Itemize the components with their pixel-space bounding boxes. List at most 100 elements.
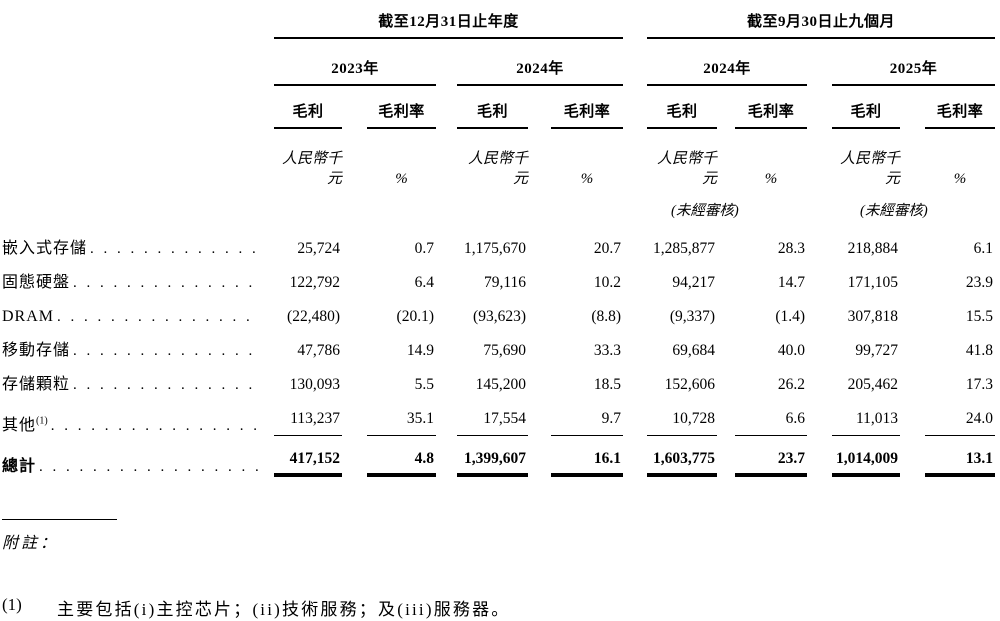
cell-value: (8.8)	[591, 308, 622, 325]
row-label: 嵌入式存儲	[2, 240, 88, 257]
cell-value: 11,013	[855, 410, 899, 427]
cell-value: 6.6	[785, 410, 806, 427]
unaudited-label: (未經審核)	[671, 203, 739, 219]
total-value: 1,399,607	[464, 450, 526, 467]
dot-leader: . . . . . . . . . . . . . . . . . . . . …	[50, 418, 258, 434]
dot-leader: . . . . . . . . . . . . . . . . . . . . …	[73, 275, 258, 291]
dot-leader: . . . . . . . . . . . . . . . . . . . . …	[90, 241, 258, 257]
year-header-2024-9m: 2024年	[647, 59, 808, 86]
cell-value: 25,724	[297, 240, 340, 257]
double-rule	[457, 473, 528, 477]
cell-value: 99,727	[855, 342, 899, 359]
cell-value: 152,606	[664, 376, 716, 393]
cell-value: 5.5	[414, 376, 434, 393]
row-label: 移動存儲	[2, 342, 71, 359]
cell-value: 28.3	[777, 240, 806, 257]
cell-value: 1,175,670	[464, 240, 526, 257]
cell-value: 94,217	[672, 274, 716, 291]
double-rule	[274, 473, 342, 477]
footnote-marker: (1)	[2, 595, 22, 614]
table-row: 移動存儲. . . . . . . . . . . . . . . . . . …	[2, 327, 995, 361]
notes-heading: 附註：	[2, 535, 60, 552]
footnote-ref: (1)	[36, 416, 48, 427]
cell-value: 79,116	[483, 274, 526, 291]
table-row: 存儲顆粒. . . . . . . . . . . . . . . . . . …	[2, 361, 995, 395]
unit-label-currency: 人民幣千元	[281, 151, 342, 187]
double-rule	[925, 473, 996, 477]
period-group-header-fy: 截至12月31日止年度	[274, 12, 624, 39]
unit-label-currency: 人民幣千元	[657, 151, 718, 187]
cell-value: 14.9	[406, 342, 434, 359]
unaudited-row: (未經審核) (未經審核)	[2, 189, 995, 221]
table-row: 嵌入式存儲. . . . . . . . . . . . . . . . . .…	[2, 221, 995, 259]
cell-value: 18.5	[593, 376, 622, 393]
cell-value: (22,480)	[287, 308, 340, 325]
unit-label-currency: 人民幣千元	[840, 151, 901, 187]
dot-leader: . . . . . . . . . . . . . . . . . . . . …	[57, 309, 258, 325]
cell-value: (9,337)	[669, 308, 716, 325]
total-value: 1,603,775	[653, 450, 716, 467]
cell-value: 10.2	[593, 274, 622, 291]
dot-leader: . . . . . . . . . . . . . . . . . . . . …	[39, 459, 258, 475]
table-row: DRAM. . . . . . . . . . . . . . . . . . …	[2, 293, 995, 327]
column-header-gross-margin: 毛利率	[551, 102, 624, 129]
double-rule	[647, 473, 718, 477]
total-value: 1,014,009	[836, 450, 899, 467]
cell-value: 113,237	[290, 410, 340, 427]
cell-value: 130,093	[289, 376, 340, 393]
column-header-gross-profit: 毛利	[457, 102, 528, 129]
cell-value: 6.1	[973, 240, 994, 257]
total-value: 417,152	[289, 450, 340, 467]
cell-value: 14.7	[777, 274, 806, 291]
footnote-item: (1) 主要包括(i)主控芯片；(ii)技術服務；及(iii)服務器。	[2, 595, 1000, 620]
unit-label-percent: %	[395, 171, 408, 187]
total-row: 總計. . . . . . . . . . . . . . . . . . . …	[2, 436, 996, 477]
period-group-row: 截至12月31日止年度 截至9月30日止九個月	[2, 12, 996, 39]
column-header-gross-profit: 毛利	[647, 102, 718, 129]
row-label: 存儲顆粒	[2, 376, 71, 393]
unit-label-percent: %	[580, 171, 594, 187]
cell-value: 9.7	[601, 410, 622, 427]
cell-value: 1,285,877	[653, 240, 716, 257]
cell-value: (93,623)	[473, 308, 526, 325]
cell-value: 40.0	[777, 342, 806, 359]
period-group-header-9m: 截至9月30日止九個月	[647, 12, 996, 39]
double-rule	[367, 473, 436, 477]
total-value: 13.1	[965, 450, 994, 467]
column-header-gross-profit: 毛利	[832, 102, 901, 129]
units-row: 人民幣千元 % 人民幣千元 % 人民幣千元 % 人民幣千元 %	[2, 129, 995, 189]
dot-leader: . . . . . . . . . . . . . . . . . . . . …	[73, 377, 258, 393]
column-header-gross-profit: 毛利	[274, 102, 342, 129]
unit-label-percent: %	[764, 171, 778, 187]
cell-value: 41.8	[965, 342, 994, 359]
cell-value: 69,684	[672, 342, 716, 359]
cell-value: 23.9	[965, 274, 994, 291]
cell-value: 17.3	[965, 376, 994, 393]
total-label: 總計	[2, 458, 37, 475]
cell-value: (20.1)	[396, 308, 434, 325]
cell-value: 20.7	[593, 240, 622, 257]
cell-value: 75,690	[483, 342, 526, 359]
cell-value: 218,884	[847, 240, 899, 257]
unit-label-currency: 人民幣千元	[467, 151, 528, 187]
cell-value: 171,105	[847, 274, 899, 291]
year-header-2025-9m: 2025年	[832, 59, 996, 86]
total-value: 16.1	[593, 450, 622, 467]
cell-value: 145,200	[475, 376, 526, 393]
column-header-gross-margin: 毛利率	[367, 102, 436, 129]
year-header-2024: 2024年	[457, 59, 624, 86]
year-header-row: 2023年 2024年 2024年 2025年	[2, 39, 996, 86]
cell-value: 17,554	[483, 410, 526, 427]
cell-value: 26.2	[777, 376, 806, 393]
cell-value: 6.4	[414, 274, 434, 291]
year-header-2023: 2023年	[274, 59, 436, 86]
total-value: 4.8	[414, 450, 434, 467]
table-row: 其他(1). . . . . . . . . . . . . . . . . .…	[2, 395, 996, 436]
row-label: 其他(1)	[2, 416, 48, 434]
table-row: 固態硬盤. . . . . . . . . . . . . . . . . . …	[2, 259, 995, 293]
row-label: DRAM	[2, 308, 55, 325]
cell-value: (1.4)	[775, 308, 806, 325]
cell-value: 0.7	[414, 240, 434, 257]
cell-value: 307,818	[847, 308, 899, 325]
double-rule	[832, 473, 901, 477]
